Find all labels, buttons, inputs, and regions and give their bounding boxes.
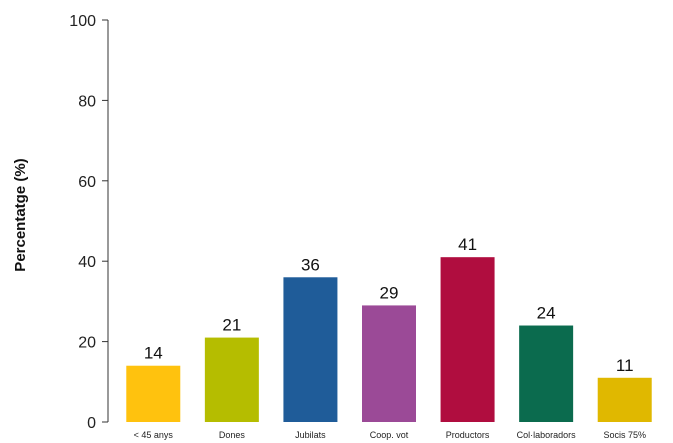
y-tick-label: 20: [78, 335, 96, 352]
bar-value-label: 29: [380, 283, 399, 302]
x-category-label: < 45 anys: [134, 430, 174, 440]
x-category-label: Jubilats: [295, 430, 326, 440]
x-category-label: Productors: [446, 430, 490, 440]
y-tick-label: 60: [78, 174, 96, 191]
bar: [362, 305, 416, 422]
bar: [126, 365, 181, 422]
bar: [283, 277, 338, 422]
y-axis-title: Percentatge (%): [12, 158, 29, 271]
bar-value-label: 36: [301, 255, 320, 274]
bar-value-label: 14: [144, 344, 163, 363]
x-category-label: Coop. vot: [370, 430, 409, 440]
x-category-label: Col·laboradors: [517, 430, 577, 440]
bar-value-label: 24: [537, 304, 556, 323]
bar: [597, 377, 652, 422]
bar-value-label: 21: [222, 316, 241, 335]
bar-value-label: 11: [616, 356, 634, 375]
y-tick-label: 0: [87, 415, 96, 432]
x-category-label: Dones: [219, 430, 246, 440]
bar-value-label: 41: [458, 235, 477, 254]
bars: [126, 257, 652, 422]
y-tick-label: 80: [78, 93, 96, 110]
y-tick-label: 40: [78, 254, 96, 271]
data-labels: 14 21 36 29 41 24 11: [144, 235, 634, 375]
y-tick-label: 100: [69, 13, 96, 30]
bar: [440, 257, 495, 422]
x-category-label: Socis 75%: [603, 430, 646, 440]
y-axis-ticks: 0 20 40 60 80 100: [69, 13, 108, 432]
bar: [519, 325, 574, 422]
x-axis-category-labels: < 45 anys Dones Jubilats Coop. vot Productor…: [134, 430, 646, 440]
bar: [204, 337, 259, 422]
